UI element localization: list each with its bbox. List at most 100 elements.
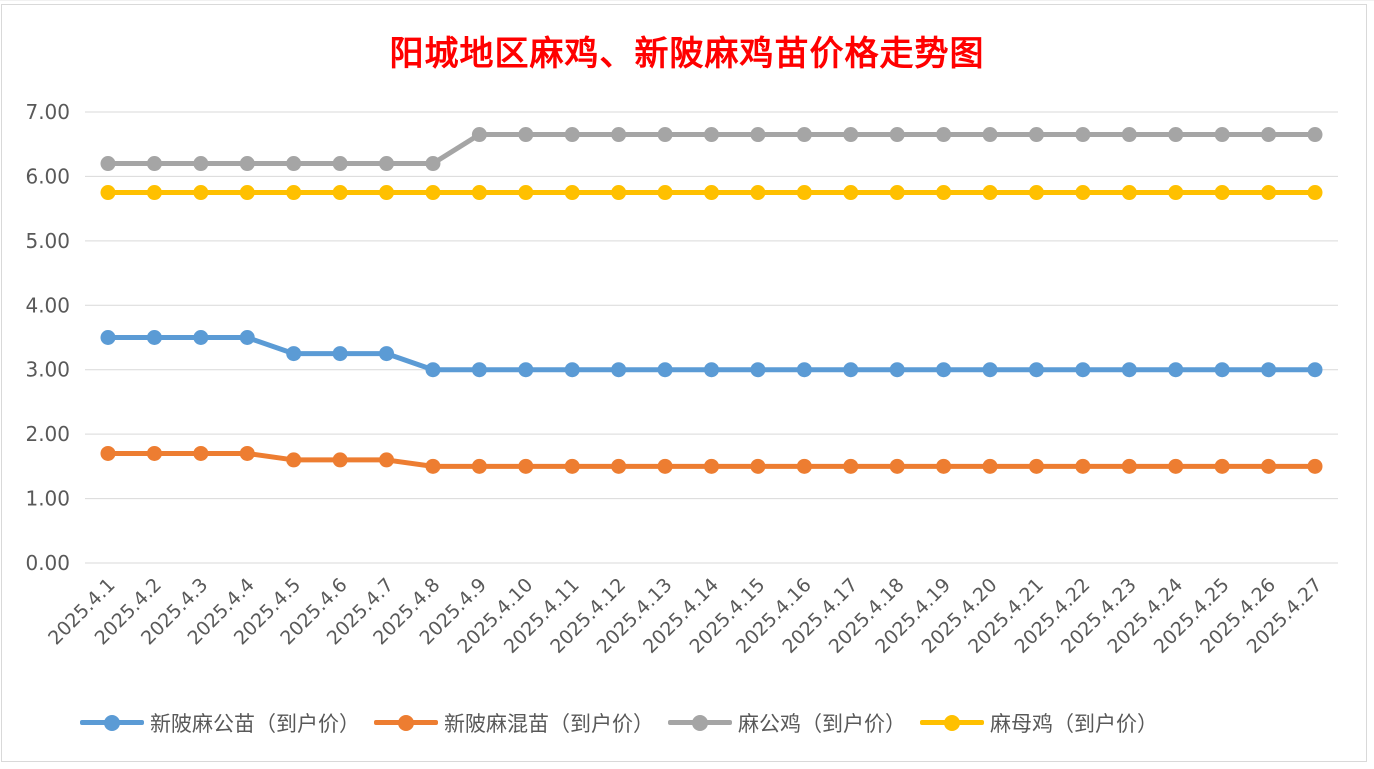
data-point bbox=[1214, 127, 1230, 143]
data-point bbox=[1028, 185, 1044, 201]
data-point bbox=[379, 346, 395, 362]
data-point bbox=[425, 458, 441, 474]
y-tick-label: 5.00 bbox=[25, 229, 70, 253]
data-point bbox=[471, 362, 487, 378]
data-point bbox=[1261, 185, 1277, 201]
data-point bbox=[796, 458, 812, 474]
data-point bbox=[1075, 458, 1091, 474]
data-point bbox=[1168, 127, 1184, 143]
data-point bbox=[1075, 185, 1091, 201]
data-point bbox=[239, 445, 255, 461]
data-point bbox=[750, 458, 766, 474]
legend-label: 新陂麻公苗（到户价） bbox=[150, 712, 360, 736]
series-1 bbox=[100, 445, 1323, 474]
data-point bbox=[982, 127, 998, 143]
data-point bbox=[146, 330, 162, 345]
data-point bbox=[982, 362, 998, 378]
data-point bbox=[657, 127, 673, 143]
data-point bbox=[843, 127, 859, 143]
data-point bbox=[1307, 458, 1323, 474]
chart-legend: 新陂麻公苗（到户价） 新陂麻混苗（到户价） 麻公鸡（到户价） 麻母鸡（到户价） bbox=[80, 706, 1300, 740]
chart-title: 阳城地区麻鸡、新陂麻鸡苗价格走势图 bbox=[389, 34, 985, 74]
data-point bbox=[982, 185, 998, 201]
data-point bbox=[239, 185, 255, 201]
data-point bbox=[286, 346, 302, 362]
data-point bbox=[332, 346, 348, 362]
data-point bbox=[750, 127, 766, 143]
data-point bbox=[1261, 127, 1277, 143]
data-point bbox=[796, 362, 812, 378]
data-point bbox=[936, 185, 952, 201]
data-point bbox=[1214, 458, 1230, 474]
legend-swatch bbox=[668, 706, 732, 740]
legend-label: 麻母鸡（到户价） bbox=[990, 712, 1158, 736]
data-point bbox=[239, 156, 255, 172]
data-point bbox=[982, 458, 998, 474]
legend-swatch bbox=[80, 706, 144, 740]
data-point bbox=[146, 156, 162, 172]
data-point bbox=[936, 362, 952, 378]
data-point bbox=[1307, 362, 1323, 378]
data-point bbox=[1121, 362, 1137, 378]
data-point bbox=[843, 458, 859, 474]
data-point bbox=[471, 458, 487, 474]
data-point bbox=[1121, 127, 1137, 143]
data-point bbox=[1121, 458, 1137, 474]
y-tick-label: 4.00 bbox=[25, 293, 70, 317]
data-point bbox=[1214, 185, 1230, 201]
data-point bbox=[1307, 185, 1323, 201]
legend-swatch bbox=[920, 706, 984, 740]
data-point bbox=[1028, 362, 1044, 378]
data-point bbox=[239, 330, 255, 345]
data-point bbox=[1168, 458, 1184, 474]
data-point bbox=[379, 185, 395, 201]
data-point bbox=[936, 127, 952, 143]
data-point bbox=[146, 445, 162, 461]
data-point bbox=[796, 185, 812, 201]
data-point bbox=[146, 185, 162, 201]
y-tick-label: 2.00 bbox=[25, 422, 70, 446]
data-point bbox=[518, 185, 534, 201]
data-point bbox=[889, 362, 905, 378]
legend-label: 麻公鸡（到户价） bbox=[738, 712, 906, 736]
data-point bbox=[100, 330, 116, 345]
data-point bbox=[379, 452, 395, 468]
data-point bbox=[1261, 458, 1277, 474]
y-tick-label: 3.00 bbox=[25, 358, 70, 382]
data-point bbox=[100, 156, 116, 172]
y-tick-label: 7.00 bbox=[25, 100, 70, 124]
data-point bbox=[657, 362, 673, 378]
data-point bbox=[1261, 362, 1277, 378]
series-2 bbox=[100, 127, 1323, 172]
data-point bbox=[843, 362, 859, 378]
data-point bbox=[750, 185, 766, 201]
data-point bbox=[657, 185, 673, 201]
legend-item: 麻公鸡（到户价） bbox=[668, 706, 906, 740]
data-point bbox=[286, 156, 302, 172]
data-point bbox=[704, 458, 719, 474]
data-point bbox=[1307, 127, 1323, 143]
chart-area[interactable] bbox=[1, 4, 1367, 762]
data-point bbox=[425, 185, 441, 201]
y-tick-label: 6.00 bbox=[25, 164, 70, 188]
data-point bbox=[796, 127, 812, 143]
data-point bbox=[1121, 185, 1137, 201]
data-point bbox=[425, 362, 441, 378]
data-point bbox=[750, 362, 766, 378]
data-point bbox=[286, 185, 302, 201]
data-point bbox=[1075, 127, 1091, 143]
data-point bbox=[564, 362, 580, 378]
legend-item: 麻母鸡（到户价） bbox=[920, 706, 1158, 740]
data-point bbox=[1168, 362, 1184, 378]
data-point bbox=[379, 156, 395, 172]
data-point bbox=[889, 458, 905, 474]
data-point bbox=[564, 127, 580, 143]
data-point bbox=[889, 185, 905, 201]
data-point bbox=[611, 362, 627, 378]
legend-swatch bbox=[374, 706, 438, 740]
legend-label: 新陂麻混苗（到户价） bbox=[444, 712, 654, 736]
data-point bbox=[100, 445, 116, 461]
data-point bbox=[425, 156, 441, 172]
data-point bbox=[704, 185, 719, 201]
legend-item: 新陂麻公苗（到户价） bbox=[80, 706, 360, 740]
